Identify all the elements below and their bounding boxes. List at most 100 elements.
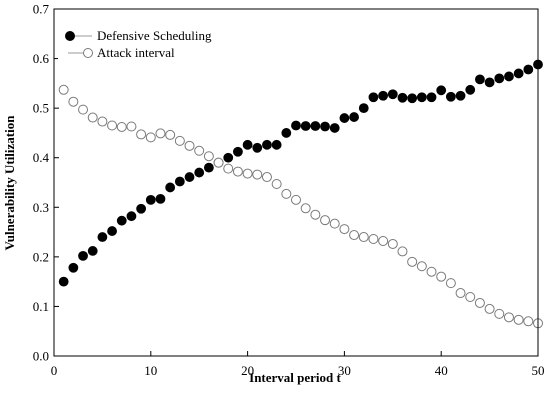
- data-point-open: [126, 121, 137, 132]
- data-point-open: [455, 288, 466, 299]
- data-point-filled: [145, 194, 156, 205]
- data-point-filled: [387, 89, 398, 100]
- data-point-filled: [252, 142, 263, 153]
- data-point-open: [223, 163, 234, 174]
- y-tick-label: 0.5: [33, 101, 49, 116]
- data-point-open: [436, 271, 447, 282]
- data-point-open: [165, 129, 176, 140]
- data-point-filled: [455, 90, 466, 101]
- data-point-open: [291, 194, 301, 205]
- data-point-filled: [368, 92, 379, 103]
- data-point-open: [174, 135, 185, 146]
- data-point-open: [368, 234, 379, 245]
- data-point-open: [155, 128, 166, 139]
- data-point-open: [339, 224, 350, 235]
- data-point-open: [503, 312, 514, 323]
- legend: Defensive Scheduling Attack interval: [58, 18, 258, 66]
- data-point-open: [320, 215, 331, 226]
- legend-item-attack-interval: Attack interval: [68, 45, 175, 60]
- data-point-filled: [320, 121, 330, 132]
- data-point-filled: [300, 121, 311, 131]
- data-point-filled: [484, 77, 495, 88]
- data-point-filled: [233, 146, 243, 157]
- data-point-open: [87, 112, 98, 123]
- data-point-open: [116, 121, 127, 132]
- data-point-filled: [58, 276, 69, 287]
- data-point-open: [465, 292, 476, 303]
- data-point-open: [242, 168, 253, 179]
- y-tick-label: 0.6: [33, 51, 50, 66]
- data-point-open: [107, 120, 118, 131]
- legend-marker-filled-circle: [65, 31, 75, 41]
- data-point-filled: [174, 176, 185, 187]
- x-tick-label: 30: [338, 363, 351, 378]
- y-tick-label: 0.7: [33, 2, 50, 17]
- y-tick-label: 0.4: [33, 150, 50, 165]
- data-point-open: [281, 188, 292, 199]
- data-point-open: [445, 278, 456, 289]
- data-point-open: [310, 209, 321, 220]
- data-point-open: [58, 84, 69, 95]
- data-point-filled: [513, 68, 524, 79]
- data-point-open: [68, 96, 79, 107]
- x-tick-label: 0: [51, 363, 58, 378]
- data-point-filled: [494, 73, 505, 84]
- legend-label-attack-interval: Attack interval: [97, 45, 175, 60]
- data-point-open: [232, 166, 243, 177]
- x-tick-label: 10: [144, 363, 157, 378]
- data-point-filled: [407, 93, 418, 104]
- data-point-open: [203, 151, 214, 162]
- data-point-open: [416, 261, 427, 272]
- data-point-open: [97, 116, 108, 127]
- data-point-filled: [242, 139, 253, 150]
- legend-label-defensive-scheduling: Defensive Scheduling: [97, 28, 212, 43]
- data-point-open: [213, 157, 224, 168]
- data-point-open: [494, 308, 505, 319]
- data-point-filled: [426, 92, 437, 103]
- data-point-filled: [397, 92, 408, 103]
- data-point-filled: [165, 182, 176, 193]
- x-tick-label: 50: [532, 363, 545, 378]
- data-point-open: [184, 140, 195, 151]
- y-tick-label: 0.2: [33, 249, 49, 264]
- data-point-filled: [136, 203, 147, 214]
- x-tick-label: 20: [241, 363, 254, 378]
- data-point-open: [300, 203, 311, 214]
- data-point-open: [271, 178, 282, 189]
- data-point-filled: [271, 139, 282, 150]
- data-point-open: [194, 145, 205, 156]
- y-axis-title: Vulnerability Utilization: [2, 115, 17, 251]
- series-layer: [58, 59, 543, 329]
- data-point-filled: [445, 91, 456, 102]
- x-axis-ticks: 0 10 20 30 40 50: [51, 351, 545, 378]
- data-point-open: [484, 303, 495, 314]
- data-point-open: [358, 232, 369, 243]
- data-point-filled: [358, 103, 369, 114]
- data-point-open: [474, 297, 485, 308]
- data-point-filled: [523, 64, 534, 75]
- data-point-filled: [262, 139, 272, 150]
- data-point-filled: [68, 262, 79, 273]
- data-point-filled: [87, 246, 98, 256]
- data-point-filled: [97, 232, 108, 242]
- data-point-filled: [78, 250, 88, 261]
- y-tick-label: 0.3: [33, 200, 49, 215]
- data-point-filled: [504, 71, 514, 82]
- data-point-open: [136, 129, 147, 140]
- data-point-open: [513, 314, 524, 325]
- y-axis-ticks: 0.0 0.1 0.2 0.3 0.4 0.5 0.6 0.7: [33, 2, 59, 364]
- data-point-open: [523, 316, 534, 327]
- y-tick-label: 0.0: [33, 349, 49, 364]
- data-point-open: [387, 238, 398, 249]
- data-point-filled: [107, 226, 117, 236]
- data-point-filled: [329, 123, 340, 133]
- data-point-open: [426, 266, 437, 277]
- data-point-filled: [155, 193, 166, 204]
- data-point-open: [329, 218, 340, 229]
- data-point-filled: [291, 120, 301, 131]
- data-point-filled: [116, 215, 127, 226]
- x-axis-title: Interval period t: [249, 370, 341, 385]
- data-point-filled: [310, 121, 321, 131]
- legend-item-defensive-scheduling: Defensive Scheduling: [65, 28, 212, 43]
